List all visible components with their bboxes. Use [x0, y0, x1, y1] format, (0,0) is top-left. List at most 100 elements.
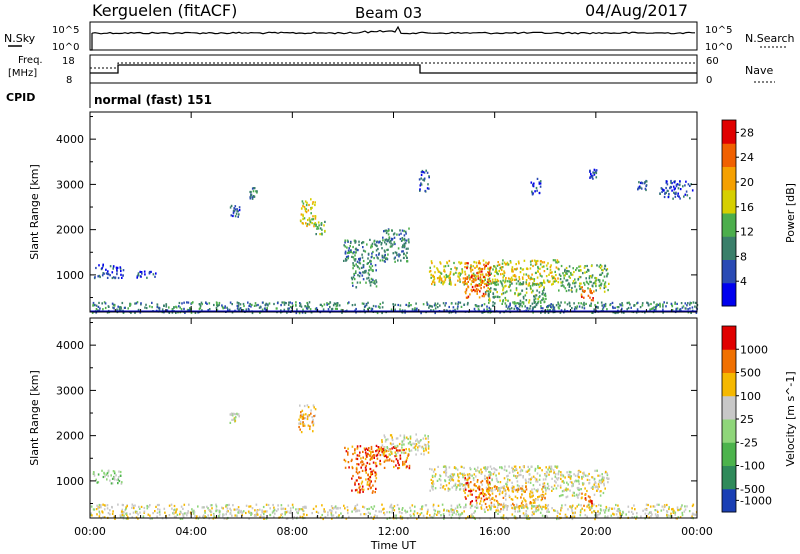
data-cell: [473, 307, 476, 310]
data-cell: [381, 306, 384, 309]
data-cell: [191, 302, 193, 305]
data-cell: [204, 509, 206, 513]
data-cell: [524, 294, 527, 297]
data-cell: [587, 495, 590, 498]
data-cell: [515, 287, 518, 290]
data-cell: [598, 480, 601, 483]
data-cell: [497, 501, 499, 504]
data-cell: [407, 442, 410, 445]
data-cell: [151, 301, 153, 304]
data-cell: [591, 292, 593, 295]
data-cell: [497, 489, 499, 492]
data-cell: [497, 283, 499, 286]
data-cell: [287, 309, 290, 312]
data-cell: [369, 268, 371, 271]
data-cell: [221, 305, 224, 309]
data-cell: [493, 485, 496, 488]
data-cell: [493, 503, 495, 506]
data-cell: [549, 304, 552, 307]
data-cell: [349, 249, 352, 252]
data-cell: [580, 488, 582, 491]
data-cell: [329, 509, 332, 512]
data-cell: [372, 490, 374, 493]
data-cell: [478, 488, 481, 491]
data-cell: [371, 245, 373, 248]
data-cell: [312, 215, 314, 218]
data-cell: [595, 505, 598, 508]
data-cell: [251, 507, 254, 510]
data-cell: [375, 279, 377, 282]
data-cell: [594, 469, 596, 472]
data-cell: [272, 509, 275, 513]
data-cell: [448, 259, 451, 263]
data-cell: [368, 447, 370, 450]
data-cell: [358, 454, 360, 457]
data-cell: [331, 507, 334, 510]
data-cell: [411, 504, 414, 507]
data-cell: [344, 257, 347, 261]
data-cell: [394, 445, 396, 448]
data-cell: [379, 302, 382, 306]
data-cell: [464, 486, 467, 489]
data-cell: [182, 507, 184, 510]
scatter-region-0: [92, 469, 123, 485]
data-cell: [694, 305, 696, 308]
data-cell: [431, 282, 433, 286]
data-cell: [427, 183, 429, 186]
data-cell: [198, 515, 201, 518]
data-cell: [144, 306, 146, 309]
data-cell: [418, 178, 421, 181]
data-cell: [532, 484, 535, 487]
data-cell: [471, 513, 473, 516]
data-cell: [468, 489, 470, 493]
data-cell: [535, 186, 538, 190]
data-cell: [366, 508, 368, 511]
data-cell: [647, 301, 649, 305]
data-cell: [615, 503, 617, 507]
data-cell: [580, 286, 582, 289]
data-cell: [599, 494, 602, 497]
data-cell: [474, 278, 476, 281]
data-cell: [121, 513, 124, 516]
data-cell: [280, 507, 283, 510]
data-cell: [574, 306, 577, 309]
data-cell: [486, 490, 488, 493]
data-cell: [387, 230, 389, 233]
data-cell: [499, 280, 502, 283]
data-cell: [477, 277, 480, 280]
data-cell: [125, 508, 127, 511]
data-cell: [568, 270, 570, 273]
data-cell: [247, 510, 250, 513]
data-cell: [546, 510, 548, 513]
data-cell: [600, 273, 602, 276]
data-cell: [355, 470, 358, 474]
data-cell: [233, 209, 235, 212]
data-cell: [606, 308, 608, 311]
data-cell: [581, 477, 583, 480]
data-cell: [348, 515, 350, 518]
data-cell: [579, 511, 582, 514]
data-cell: [477, 466, 479, 469]
data-cell: [585, 270, 588, 273]
data-cell: [543, 294, 546, 297]
data-cell: [370, 516, 373, 519]
data-cell: [450, 282, 452, 285]
scatter-cells: [90, 404, 698, 521]
data-cell: [496, 479, 498, 482]
data-cell: [496, 291, 498, 294]
data-cell: [237, 304, 240, 307]
data-cell: [593, 493, 596, 496]
data-cell: [592, 177, 594, 180]
data-cell: [287, 307, 289, 310]
data-cell: [532, 307, 534, 310]
data-cell: [401, 440, 403, 443]
data-cell: [98, 301, 100, 304]
data-cell: [348, 247, 350, 250]
data-cell: [519, 302, 522, 305]
data-cell: [434, 509, 437, 512]
scatter-region-12: [484, 279, 547, 305]
data-cell: [565, 489, 568, 492]
data-cell: [314, 223, 317, 226]
data-cell: [522, 512, 525, 515]
data-cell: [310, 412, 312, 415]
